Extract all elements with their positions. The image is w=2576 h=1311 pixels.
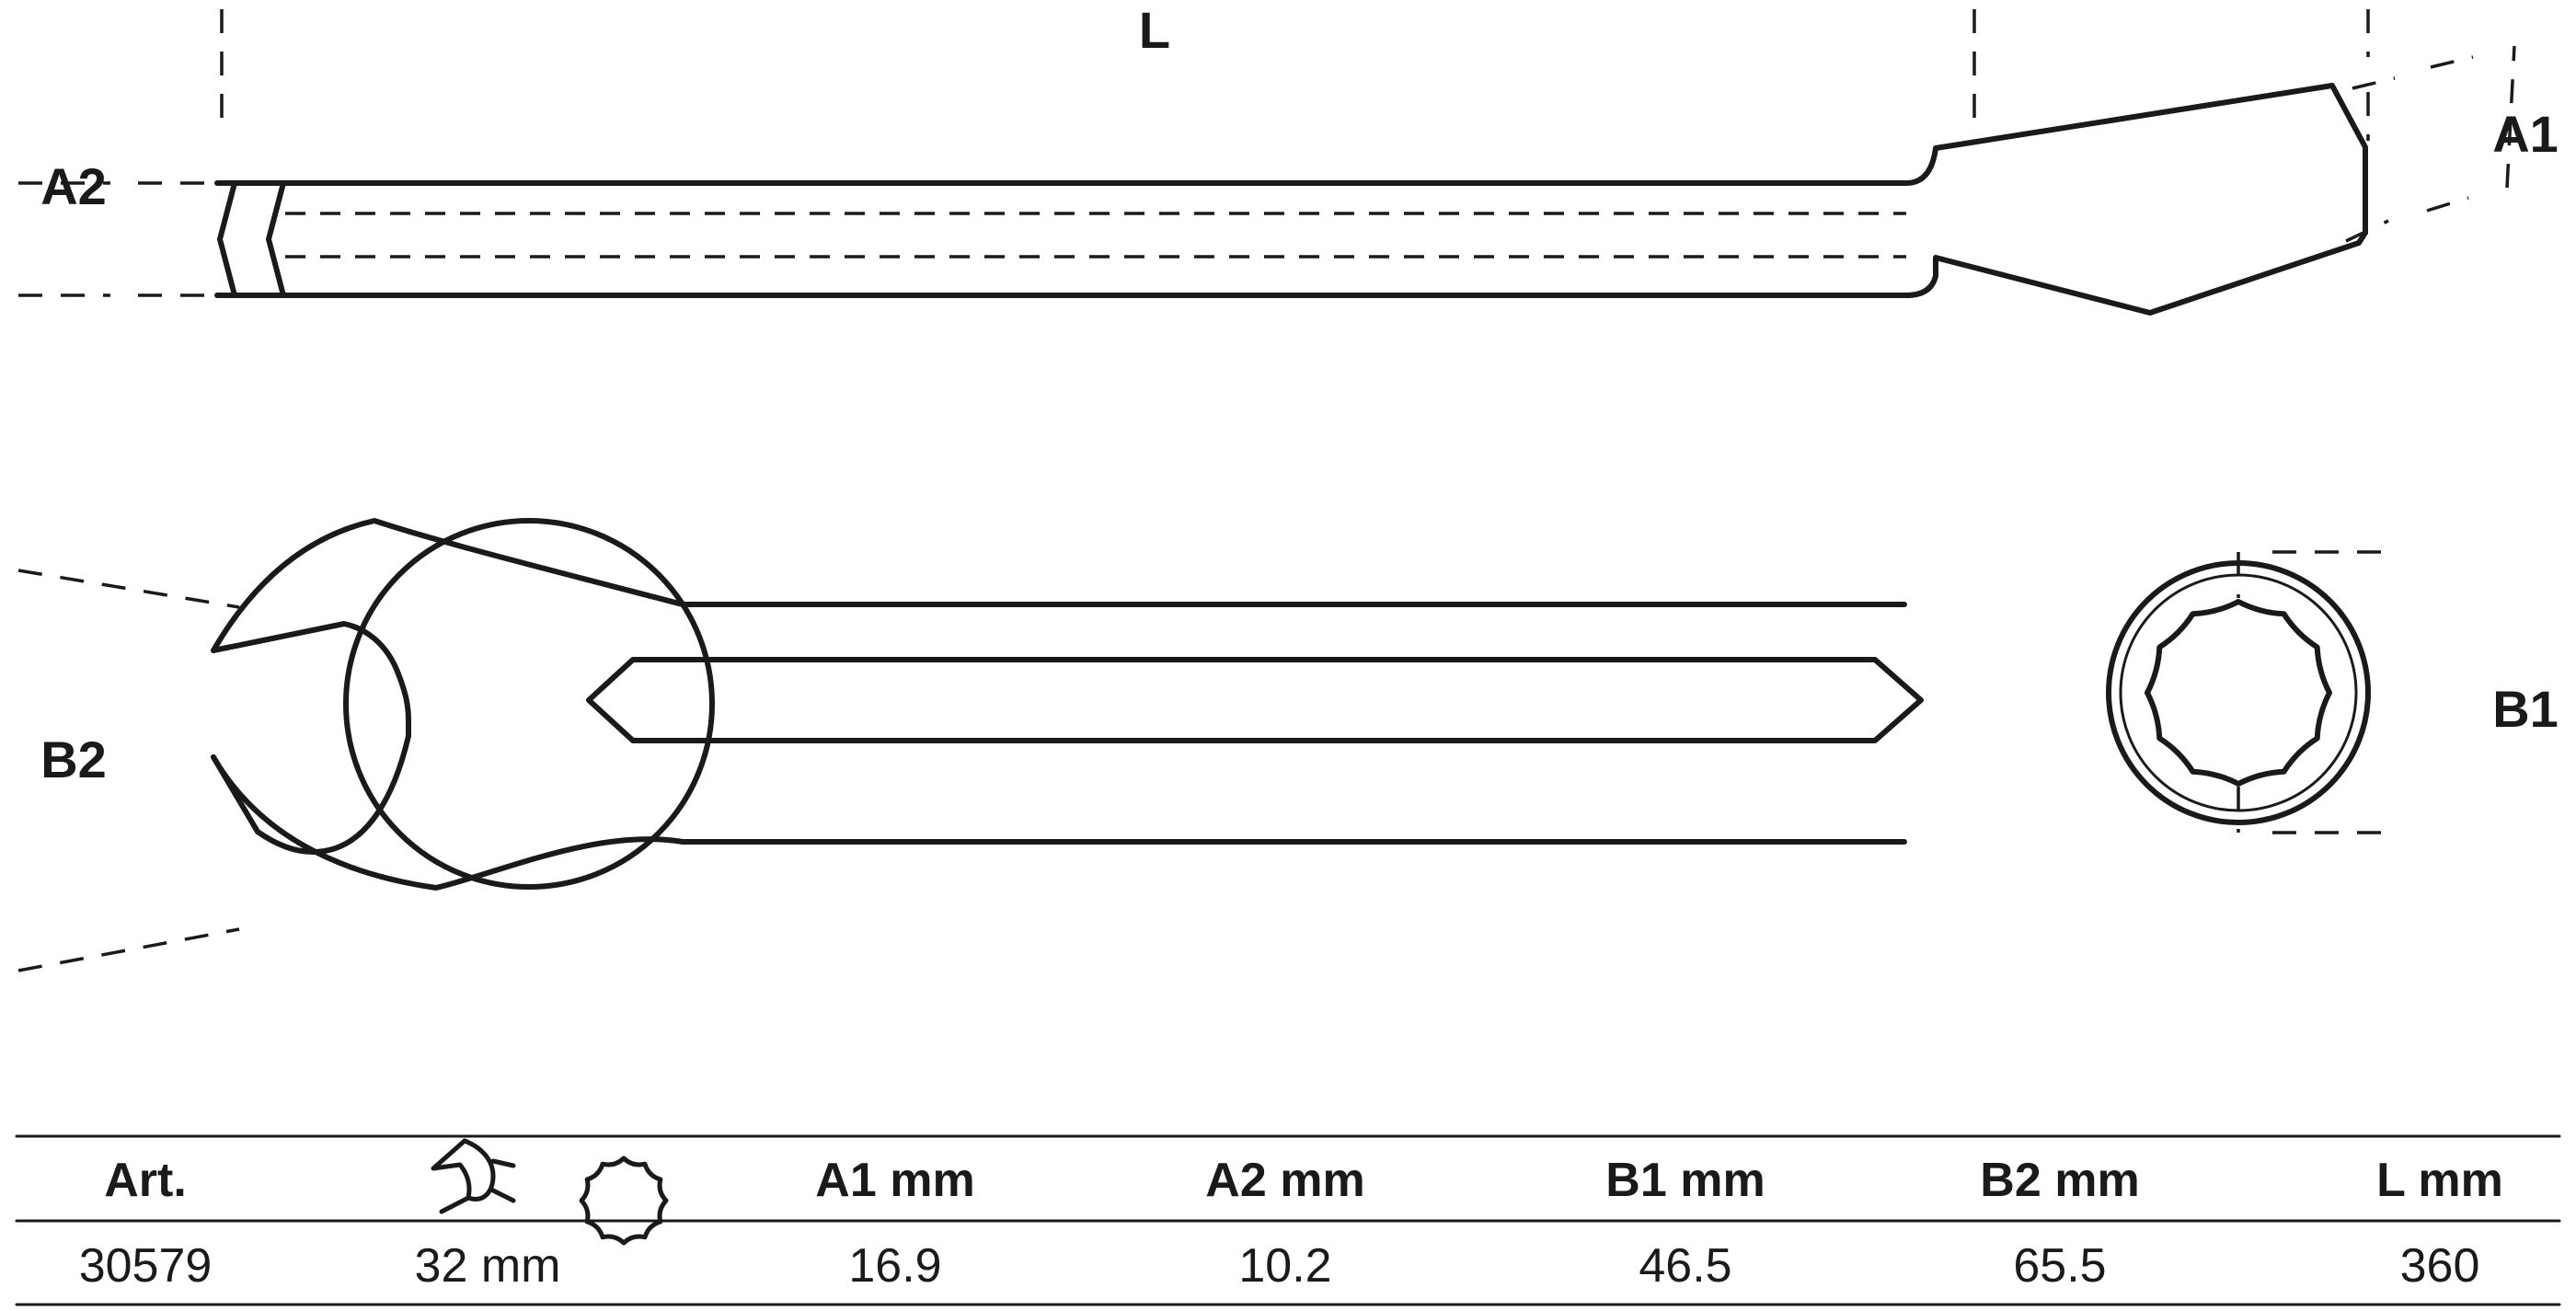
svg-text:360: 360 [2400,1239,2480,1293]
svg-text:30579: 30579 [79,1239,213,1293]
svg-text:65.5: 65.5 [2013,1239,2106,1293]
svg-text:32 mm: 32 mm [415,1239,561,1293]
svg-text:B1 mm: B1 mm [1605,1154,1765,1207]
svg-text:B1: B1 [2492,680,2559,738]
svg-text:L mm: L mm [2376,1154,2503,1207]
svg-text:46.5: 46.5 [1639,1239,1731,1293]
svg-text:A2: A2 [40,157,107,215]
svg-text:A2 mm: A2 mm [1205,1154,1364,1207]
svg-text:B2 mm: B2 mm [1980,1154,2139,1207]
svg-text:A1: A1 [2492,105,2559,163]
svg-text:16.9: 16.9 [848,1239,941,1293]
svg-text:L: L [1139,1,1170,59]
svg-text:10.2: 10.2 [1238,1239,1331,1293]
svg-text:Art.: Art. [104,1154,187,1207]
svg-text:B2: B2 [40,730,107,788]
svg-text:A1 mm: A1 mm [815,1154,974,1207]
